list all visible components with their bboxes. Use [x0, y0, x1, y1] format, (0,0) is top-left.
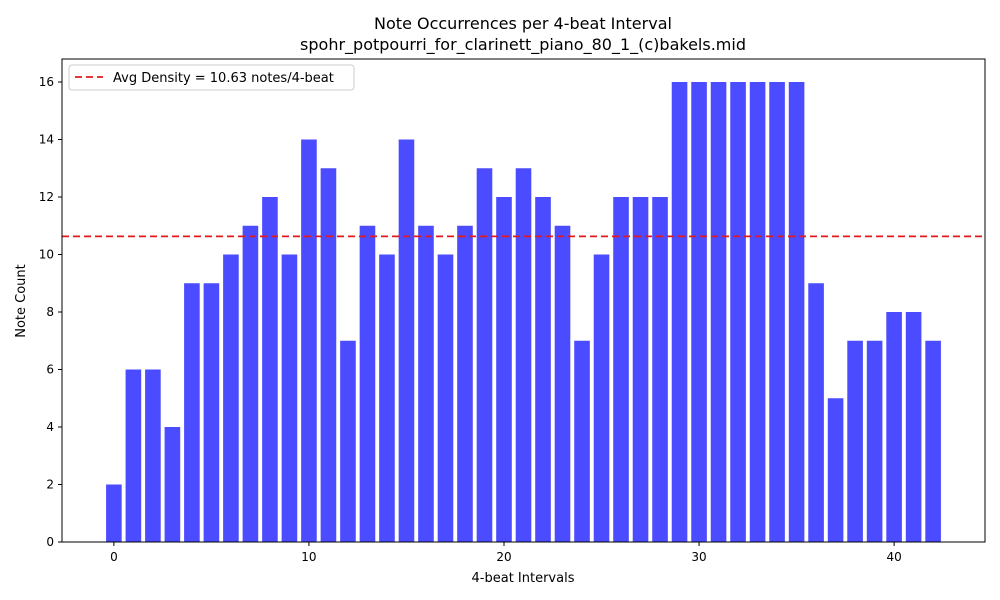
bar-32 — [730, 82, 746, 542]
chart-title: Note Occurrences per 4-beat Interval — [374, 14, 672, 33]
bar-33 — [749, 82, 766, 542]
bar-10 — [301, 139, 317, 542]
bar-26 — [613, 197, 629, 542]
x-axis-label: 4-beat Intervals — [472, 571, 575, 586]
bar-18 — [457, 225, 473, 542]
bar-23 — [554, 225, 571, 542]
chart-subtitle: spohr_potpourri_for_clarinett_piano_80_1… — [300, 35, 746, 55]
bar-16 — [418, 225, 434, 542]
y-axis-label: Note Count — [14, 264, 29, 338]
bar-3 — [164, 427, 181, 542]
bar-39 — [866, 340, 883, 542]
bar-28 — [652, 197, 668, 542]
legend-box — [68, 64, 355, 91]
y-tick-label: 12 — [39, 190, 54, 204]
x-tick-label: 10 — [301, 550, 316, 564]
bar-15 — [398, 139, 415, 542]
bar-1 — [125, 369, 142, 542]
bar-21 — [515, 168, 532, 542]
bar-14 — [379, 254, 395, 542]
x-tick-label: 30 — [691, 550, 706, 564]
bar-5 — [203, 283, 220, 542]
x-tick-label: 20 — [496, 550, 511, 564]
bar-24 — [574, 340, 590, 542]
bar-40 — [886, 312, 902, 542]
bar-0 — [106, 484, 122, 542]
x-tick-label: 0 — [110, 550, 118, 564]
bar-34 — [769, 82, 785, 542]
bar-25 — [593, 254, 610, 542]
y-axis-ticks: 0 2 4 6 8 10 12 14 16 — [39, 75, 62, 549]
bar-37 — [827, 398, 844, 542]
bar-8 — [262, 197, 278, 542]
bar-35 — [788, 82, 805, 542]
y-tick-label: 0 — [46, 535, 54, 549]
bar-31 — [710, 82, 727, 542]
legend-label: Avg Density = 10.63 notes/4-beat — [113, 71, 334, 86]
bar-30 — [691, 82, 707, 542]
x-tick-label: 40 — [886, 550, 901, 564]
y-tick-label: 16 — [39, 75, 54, 89]
bar-7 — [242, 225, 259, 542]
y-tick-label: 10 — [39, 248, 54, 262]
bar-42 — [925, 340, 941, 542]
y-tick-label: 8 — [46, 305, 54, 319]
bar-2 — [145, 369, 161, 542]
bar-27 — [632, 197, 649, 542]
bar-12 — [340, 340, 356, 542]
x-axis-ticks: 0 10 20 30 40 — [110, 542, 902, 564]
plot-frame — [61, 58, 986, 543]
legend: Avg Density = 10.63 notes/4-beat — [68, 64, 355, 91]
bar-19 — [476, 168, 493, 542]
y-tick-label: 4 — [46, 420, 54, 434]
bar-6 — [223, 254, 239, 542]
bar-41 — [905, 312, 922, 542]
y-tick-label: 6 — [46, 363, 54, 377]
bar-17 — [437, 254, 454, 542]
bar-9 — [281, 254, 298, 542]
bar-11 — [320, 168, 337, 542]
y-tick-label: 14 — [39, 133, 54, 147]
bar-36 — [808, 283, 824, 542]
bar-13 — [359, 225, 376, 542]
bar-22 — [535, 197, 551, 542]
bar-38 — [847, 340, 863, 542]
bar-20 — [496, 197, 512, 542]
bars-group — [106, 82, 941, 542]
bar-29 — [671, 82, 688, 542]
bar-4 — [184, 283, 200, 542]
y-tick-label: 2 — [46, 478, 54, 492]
